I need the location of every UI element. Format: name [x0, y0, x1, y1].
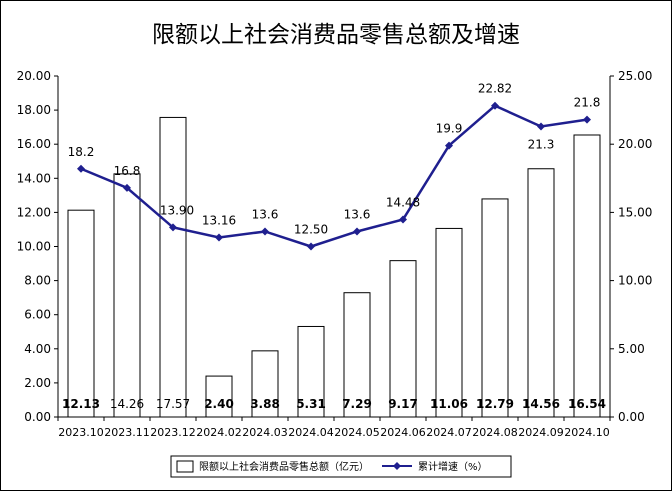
bar-value-label: 11.06 [430, 397, 468, 411]
legend-line-marker [393, 462, 401, 470]
bar [113, 173, 141, 418]
growth-marker [353, 227, 361, 236]
growth-marker [537, 122, 545, 131]
x-axis-tick-label: 2024.04 [288, 426, 334, 439]
line-value-label: 19.9 [436, 122, 463, 136]
growth-marker [583, 115, 591, 124]
x-axis-tick-label: 2023.12 [150, 426, 196, 439]
growth-marker [399, 215, 407, 224]
x-axis-tick-label: 2024.03 [242, 426, 288, 439]
line-value-label: 16.8 [114, 164, 141, 178]
left-axis-tick-label: 2.00 [24, 376, 51, 390]
line-value-label: 13.6 [252, 207, 279, 221]
growth-marker [123, 183, 131, 192]
legend-bar-label: 限额以上社会消费品零售总额（亿元） [199, 460, 369, 473]
bar [389, 260, 417, 418]
right-axis-tick-label: 15.00 [618, 205, 652, 219]
bar [343, 292, 371, 418]
left-axis-tick-label: 4.00 [24, 342, 51, 356]
legend-box [170, 455, 512, 478]
bar-value-label: 5.31 [296, 397, 326, 411]
growth-marker [445, 141, 453, 150]
line-value-label: 12.50 [294, 223, 328, 237]
x-axis-tick-label: 2023.11 [104, 426, 150, 439]
x-axis-tick-label: 2024.02 [196, 426, 242, 439]
line-value-label: 14.48 [386, 195, 420, 209]
bar-value-label: 16.54 [568, 397, 606, 411]
right-axis-tick-label: 0.00 [618, 410, 645, 424]
left-axis-tick-label: 16.00 [17, 137, 51, 151]
growth-line [80, 104, 588, 248]
growth-marker [77, 164, 85, 173]
growth-marker [307, 242, 315, 251]
legend-line-label: 累计增速（%） [418, 460, 488, 473]
bar [573, 134, 601, 418]
bar-value-label: 14.56 [522, 397, 560, 411]
legend-bar-swatch [176, 460, 194, 473]
bar-value-label: 17.57 [156, 397, 190, 411]
bar-value-label: 12.13 [62, 397, 100, 411]
bar-value-label: 3.88 [250, 397, 280, 411]
bar-value-label: 2.40 [204, 397, 234, 411]
x-axis-tick-label: 2023.10 [58, 426, 104, 439]
right-axis-tick-label: 25.00 [618, 69, 652, 83]
left-axis-tick-label: 12.00 [17, 205, 51, 219]
bar [297, 325, 325, 418]
left-axis-tick-label: 0.00 [24, 410, 51, 424]
left-axis-tick-label: 6.00 [24, 308, 51, 322]
left-axis-tick-label: 18.00 [17, 103, 51, 117]
line-value-label: 13.90 [160, 203, 194, 217]
left-axis-tick-label: 20.00 [17, 69, 51, 83]
line-value-label: 18.2 [68, 145, 95, 159]
left-axis-tick-label: 8.00 [24, 274, 51, 288]
bar [435, 227, 463, 418]
x-axis-tick-label: 2024.08 [472, 426, 518, 439]
bar-value-label: 14.26 [110, 397, 144, 411]
bar [159, 116, 187, 418]
bar-value-label: 12.79 [476, 397, 514, 411]
right-axis-tick-label: 20.00 [618, 137, 652, 151]
bar [527, 168, 555, 418]
left-axis-tick-label: 10.00 [17, 240, 51, 254]
x-axis-tick-label: 2024.09 [518, 426, 564, 439]
plot-area: 0.00 2.00 4.00 6.00 8.00 10.00 12.00 14.00 16.00… [17, 69, 653, 439]
right-axis-tick-label: 10.00 [618, 274, 652, 288]
legend: 限额以上社会消费品零售总额（亿元） 累计增速（%） [170, 455, 512, 478]
x-axis-tick-label: 2024.10 [564, 426, 610, 439]
line-value-label: 13.6 [344, 207, 371, 221]
left-axis-tick-label: 14.00 [17, 171, 51, 185]
bar [481, 198, 509, 418]
x-axis-tick-label: 2024.07 [426, 426, 472, 439]
x-axis-tick-label: 2024.05 [334, 426, 380, 439]
bar-value-label: 7.29 [342, 397, 372, 411]
bar-value-label: 9.17 [388, 397, 418, 411]
bar [251, 350, 279, 418]
bar [67, 209, 95, 418]
chart-title: 限额以上社会消费品零售总额及增速 [152, 22, 520, 48]
growth-marker [169, 223, 177, 232]
line-value-label: 22.82 [478, 82, 512, 96]
line-value-label: 13.16 [202, 213, 236, 227]
bar [205, 375, 233, 418]
x-axis-tick-label: 2024.06 [380, 426, 426, 439]
right-axis-tick-label: 5.00 [618, 342, 645, 356]
growth-marker [491, 101, 499, 110]
line-value-label: 21.8 [574, 96, 601, 110]
growth-marker [261, 227, 269, 236]
growth-marker [215, 233, 223, 242]
line-value-label: 21.3 [528, 137, 555, 151]
